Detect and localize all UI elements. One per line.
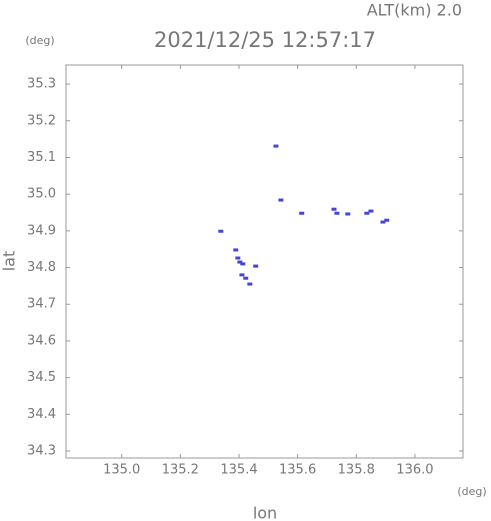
echo-point — [380, 220, 386, 224]
echo-point — [273, 144, 279, 148]
y-tick-label: 34.8 — [27, 260, 56, 275]
y-tick-label: 35.3 — [27, 77, 56, 92]
echo-point — [299, 211, 305, 215]
x-tick-label: 136.0 — [396, 463, 433, 478]
x-tick-label: 135.0 — [103, 463, 140, 478]
echo-point — [334, 211, 340, 215]
echo-point — [243, 276, 249, 280]
chart-subtitle: ALT(km) 2.0 — [367, 1, 462, 20]
x-tick-label: 135.6 — [279, 463, 316, 478]
echo-point — [235, 256, 241, 260]
echo-point — [240, 262, 246, 266]
echo-point — [253, 264, 259, 268]
y-tick-label: 35.0 — [27, 187, 56, 202]
x-tick-label: 135.8 — [338, 463, 375, 478]
y-tick-label: 34.5 — [27, 370, 56, 385]
y-tick-label: 35.1 — [27, 150, 56, 165]
echo-point — [384, 218, 390, 222]
y-unit: (deg) — [25, 34, 54, 47]
echo-point — [237, 260, 243, 264]
echo-point — [239, 273, 245, 277]
echo-point — [345, 212, 351, 216]
y-tick-label: 34.4 — [27, 407, 56, 422]
echo-point — [368, 209, 374, 213]
y-tick-label: 34.7 — [27, 297, 56, 312]
plot-frame — [65, 64, 464, 459]
y-tick-label: 34.3 — [27, 444, 56, 459]
echo-point — [218, 229, 224, 233]
y-tick-label: 34.6 — [27, 333, 56, 348]
x-tick-label: 135.4 — [220, 463, 257, 478]
x-axis-label: lon — [253, 504, 277, 521]
echo-point — [247, 282, 253, 286]
x-unit: (deg) — [457, 485, 486, 498]
y-tick-label: 35.2 — [27, 113, 56, 128]
echo-point — [233, 248, 239, 252]
echo-point — [364, 211, 370, 215]
y-axis-label: lat — [0, 251, 19, 272]
echo-point — [278, 198, 284, 202]
y-tick-label: 34.9 — [27, 223, 56, 238]
chart-title: 2021/12/25 12:57:17 — [154, 28, 376, 52]
echo-point — [331, 207, 337, 211]
x-tick-label: 135.2 — [162, 463, 199, 478]
